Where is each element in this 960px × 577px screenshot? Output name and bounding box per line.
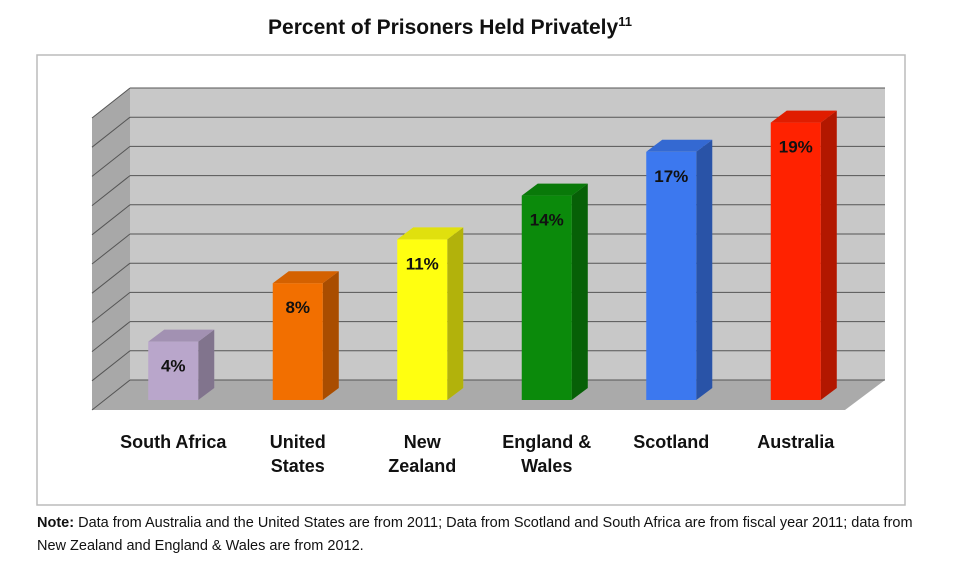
bar-top [397, 227, 464, 240]
value-label: 8% [285, 298, 310, 317]
bar-side [198, 329, 215, 400]
bar [770, 122, 821, 400]
x-tick-label: South Africa [120, 432, 227, 452]
bar [272, 283, 323, 400]
bar-side [696, 139, 713, 401]
bar-side-shade [696, 139, 713, 401]
bar-top [148, 329, 215, 342]
x-tick-label: New Zealand [388, 432, 457, 476]
grid-line-side [91, 321, 131, 352]
bar-top-shade [272, 271, 339, 284]
grid-line-side [91, 175, 131, 206]
bar-side-shade [447, 227, 464, 400]
bar-side-shade [198, 329, 215, 400]
chart-title: Percent of Prisoners Held Privately [268, 16, 619, 39]
grid-line-side [91, 350, 131, 382]
bar [148, 341, 199, 400]
bar-top [272, 271, 339, 284]
x-tick-label: Scotland [633, 432, 710, 452]
bar-side-shade [571, 183, 588, 400]
value-label: 19% [779, 138, 813, 157]
grid-line-side [91, 116, 131, 148]
bar-top-shade [521, 183, 588, 196]
grid-line-side [91, 379, 131, 411]
grid-line-side [91, 87, 131, 119]
bar-side [322, 271, 339, 400]
value-label: 17% [654, 167, 688, 186]
bar [646, 151, 697, 400]
chart-frame [36, 54, 906, 506]
grid-line-side [91, 292, 131, 323]
bar-top-shade [397, 227, 464, 240]
value-label: 14% [530, 211, 564, 230]
bar-side [820, 110, 837, 400]
bar [397, 239, 448, 400]
grid-line-side [91, 262, 131, 294]
note-label: Note: [37, 515, 75, 531]
bar-top [521, 183, 588, 196]
bar-side [571, 183, 588, 400]
note-text: Data from Australia and the United State… [37, 515, 913, 554]
value-label: 4% [161, 357, 186, 376]
bar-side [447, 227, 464, 400]
bar-top-shade [646, 139, 713, 152]
x-tick-label: Australia [757, 432, 835, 452]
footnote-ref: 11 [618, 14, 632, 29]
x-tick-label: England & Wales [502, 432, 592, 476]
grid-line-side [91, 233, 131, 265]
note: Note: Data from Australia and the United… [37, 512, 917, 558]
bar [521, 195, 572, 400]
bar-side-shade [322, 271, 339, 400]
bar-top-shade [148, 329, 215, 342]
bar-side-shade [820, 110, 837, 400]
bar-top [770, 110, 837, 123]
value-label: 11% [406, 254, 439, 273]
bar-top-shade [770, 110, 837, 123]
bar-top [646, 139, 713, 152]
grid-line-side [91, 204, 131, 236]
x-tick-label: United States [269, 432, 326, 476]
chart-title-block: Percent of Prisoners Held Privately11 [0, 14, 900, 40]
grid-line-side [91, 146, 131, 177]
